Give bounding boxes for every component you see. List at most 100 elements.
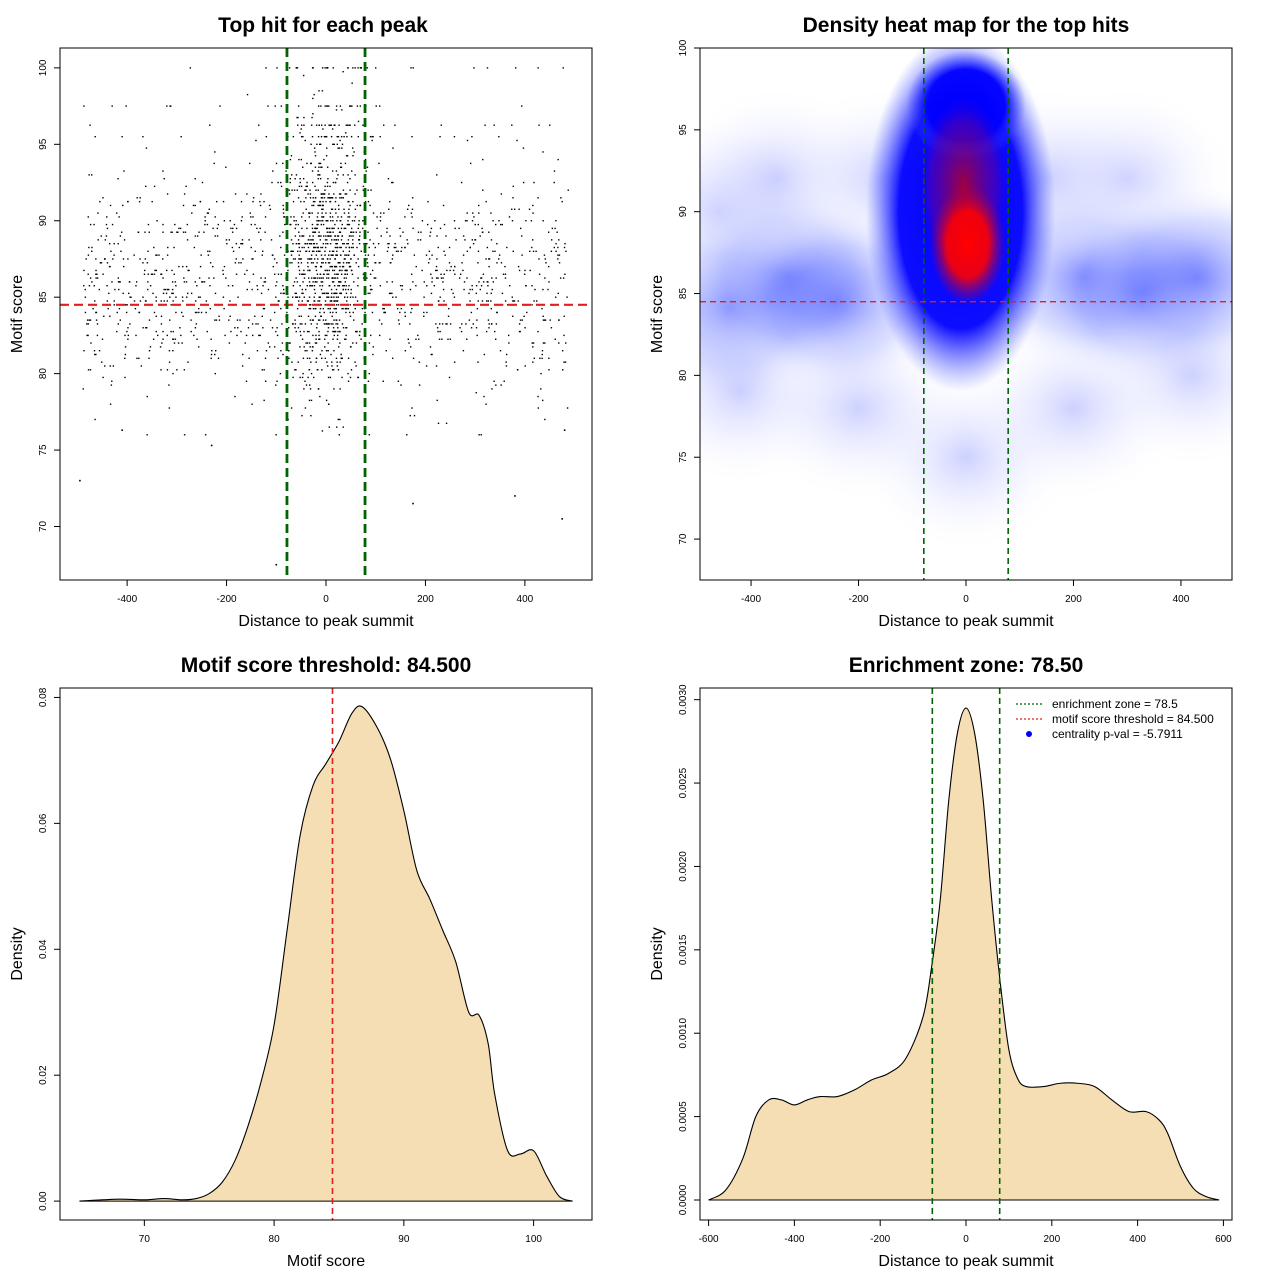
scatter-point [322,262,324,264]
scatter-point [334,330,336,333]
scatter-point [287,349,290,352]
scatter-point [286,311,288,314]
scatter-point [310,242,312,245]
scatter-point [538,273,541,275]
scatter-point [327,254,330,256]
scatter-point [324,254,326,256]
scatter-point [319,319,321,321]
scatter-point [327,262,330,264]
scatter-point [449,338,452,340]
scatter-point [443,250,445,253]
x-axis-label: Distance to peak summit [878,1253,1054,1270]
scatter-point [89,124,91,126]
scatter-point [273,311,276,314]
y-tick-label: 80 [38,368,49,380]
scatter-point [356,330,358,333]
scatter-point [375,67,377,69]
scatter-point [331,216,334,218]
scatter-point [344,162,347,165]
scatter-point [380,212,382,214]
scatter-point [411,135,413,138]
scatter-point [559,277,562,279]
scatter-point [110,384,113,386]
scatter-point [330,265,333,268]
scatter-point [435,265,438,268]
scatter-point [218,315,220,317]
scatter-point [311,223,314,226]
scatter-point [330,124,333,126]
scatter-point [167,246,169,249]
scatter-point [185,185,187,188]
scatter-point [306,285,308,287]
scatter-point [106,262,109,264]
scatter-point [498,220,500,222]
scatter-point [540,372,542,375]
scatter-point [318,124,320,126]
scatter-point [174,223,176,226]
scatter-point [315,338,317,340]
scatter-point [322,200,324,203]
scatter-point [111,105,113,107]
scatter-point [337,369,340,371]
scatter-point [343,285,345,287]
scatter-point [302,357,305,360]
scatter-point [337,273,339,275]
scatter-point [170,105,172,107]
scatter-point [529,250,531,253]
scatter-point [349,124,351,126]
scatter-point [540,388,542,390]
scatter-point [333,388,335,390]
scatter-point [191,212,193,214]
scatter-point [324,292,326,295]
scatter-point [327,178,329,180]
scatter-point [171,231,173,233]
scatter-point [308,369,311,371]
scatter-point [290,250,292,253]
scatter-point [334,246,337,249]
scatter-point [558,254,561,256]
scatter-point [108,242,111,245]
scatter-point [249,212,251,214]
scatter-point [88,246,90,249]
scatter-point [566,407,569,409]
scatter-point [376,227,378,230]
scatter-point [301,235,304,237]
scatter-point [288,342,290,344]
scatter-point [340,254,342,256]
scatter-point [174,281,177,283]
scatter-point [471,288,474,291]
scatter-point [314,265,317,268]
scatter-point [327,376,330,379]
scatter-point [244,273,246,275]
scatter-point [415,338,417,340]
y-tick-label: 0.0005 [678,1101,689,1132]
scatter-point [332,323,334,325]
scatter-point [209,124,211,126]
scatter-point [203,281,206,283]
scatter-point [256,288,259,291]
scatter-point [311,285,314,287]
scatter-point [307,265,309,268]
scatter-point [340,239,343,241]
scatter-point [84,311,87,314]
scatter-point [350,258,352,260]
scatter-point [329,250,331,253]
scatter-point [337,296,340,298]
scatter-point [369,273,372,275]
scatter-point [237,327,239,329]
scatter-point [316,258,319,260]
scatter-point [342,288,345,291]
scatter-point [494,250,496,253]
scatter-point [297,124,299,126]
scatter-point [331,315,333,317]
scatter-point [184,231,187,233]
scatter-point [93,349,96,352]
scatter-point [317,319,320,321]
scatter-point [113,242,115,245]
scatter-point [344,258,346,260]
scatter-point [230,227,232,230]
scatter-point [339,342,341,344]
scatter-point [304,349,306,352]
scatter-point [339,265,341,268]
scatter-point [329,212,332,214]
